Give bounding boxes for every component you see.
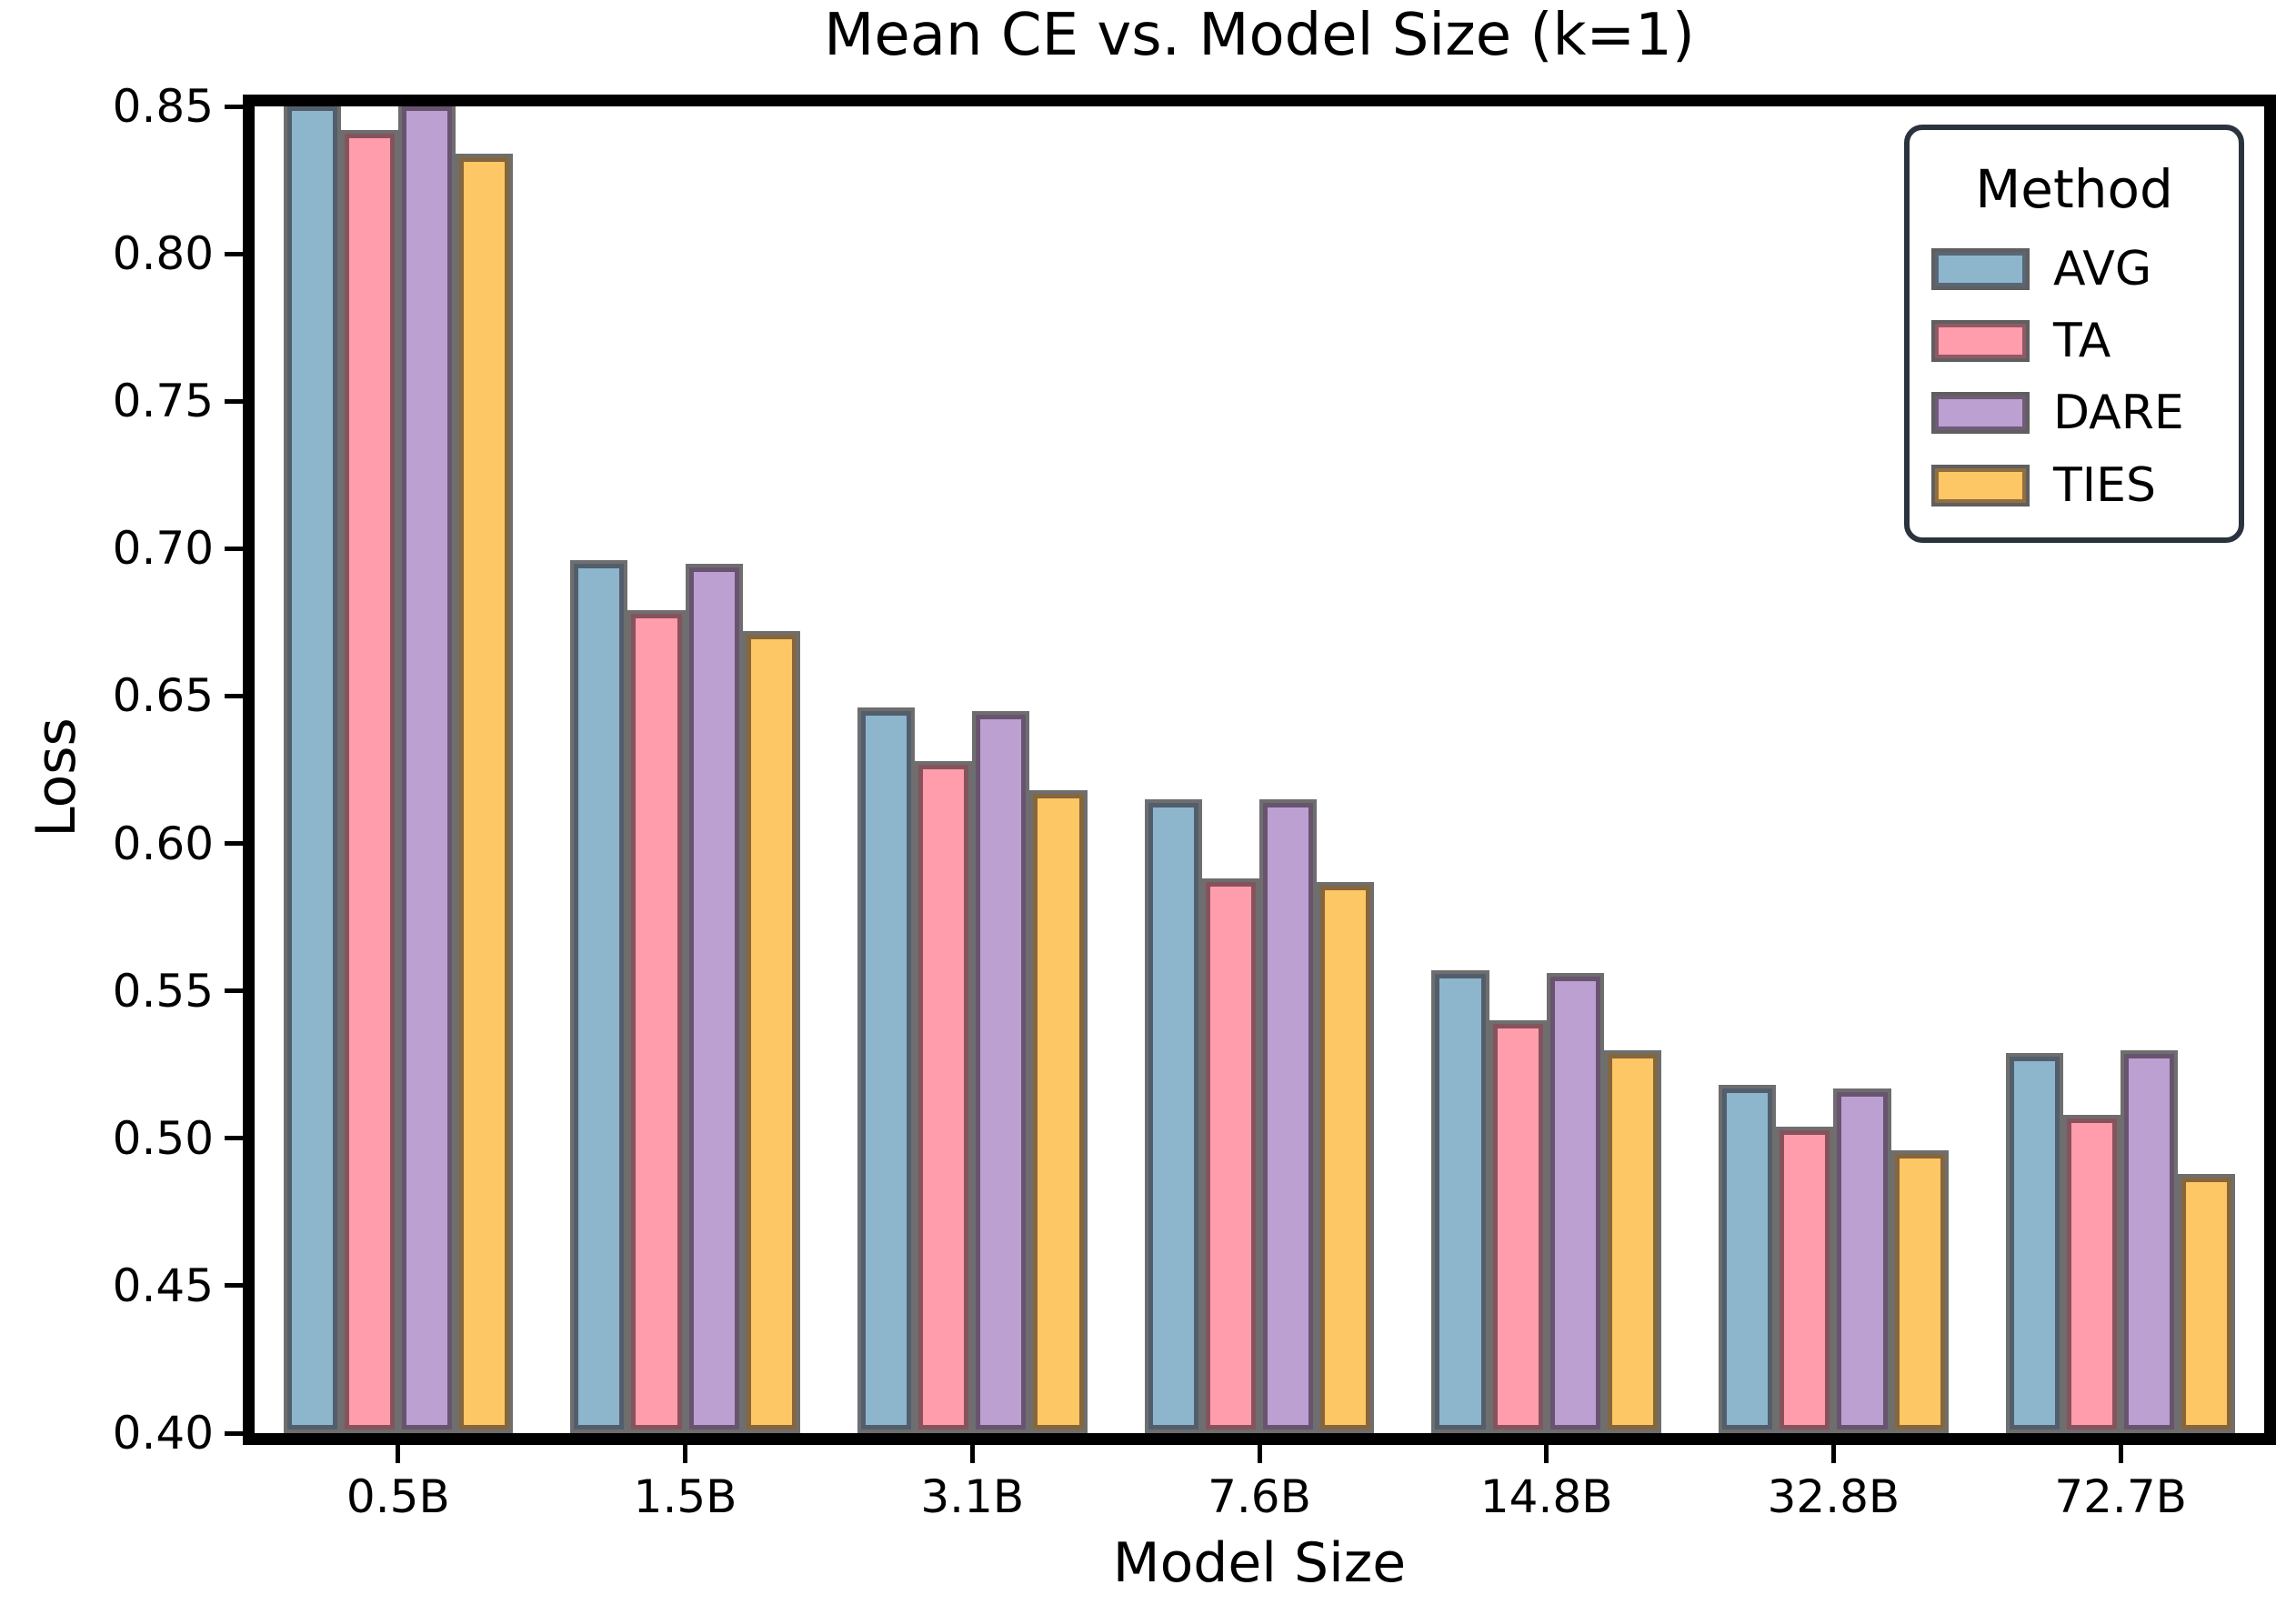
x-tick-label: 7.6B [1208, 1470, 1311, 1523]
legend-label: TA [2053, 313, 2111, 368]
bar-avg-3.1B [857, 707, 916, 1433]
y-tick-mark [225, 1136, 243, 1141]
x-tick-label: 3.1B [920, 1470, 1025, 1523]
x-tick-mark [683, 1445, 688, 1463]
y-tick-mark [225, 693, 243, 698]
legend-swatch-icon [1931, 464, 2030, 507]
legend-title: Method [1975, 158, 2173, 221]
y-tick-label: 0.40 [112, 1407, 214, 1460]
legend-entry-dare: DARE [1931, 389, 2217, 436]
bar-dare-1.5B [685, 563, 743, 1433]
legend-swatch-icon [1931, 392, 2030, 435]
y-tick-mark [225, 988, 243, 994]
y-tick-mark [225, 1283, 243, 1289]
bar-avg-72.7B [2005, 1052, 2063, 1433]
legend: Method AVG TA DARE TIES [1904, 125, 2244, 543]
y-tick-mark [225, 251, 243, 256]
x-tick-mark [2118, 1445, 2123, 1463]
bar-ties-3.1B [1029, 790, 1088, 1433]
x-tick-label: 0.5B [346, 1470, 450, 1523]
legend-label: DARE [2053, 386, 2184, 441]
bar-avg-0.5B [283, 106, 341, 1433]
bar-ties-32.8B [1890, 1149, 1949, 1433]
bar-ta-3.1B [915, 760, 973, 1433]
legend-label: TIES [2053, 457, 2156, 513]
bar-dare-3.1B [972, 710, 1030, 1433]
x-tick-label: 1.5B [633, 1470, 737, 1523]
y-tick-mark [225, 841, 243, 847]
legend-entry-ties: TIES [1931, 462, 2217, 509]
y-tick-mark [225, 1430, 243, 1436]
bar-ta-7.6B [1201, 878, 1259, 1433]
x-tick-label: 32.8B [1767, 1470, 1900, 1523]
x-tick-label: 14.8B [1479, 1470, 1613, 1523]
x-axis-label: Model Size [1112, 1531, 1407, 1595]
bar-ta-14.8B [1489, 1020, 1547, 1433]
bar-ties-0.5B [456, 153, 514, 1433]
bar-dare-0.5B [397, 106, 456, 1433]
y-tick-label: 0.80 [112, 227, 214, 281]
y-tick-label: 0.60 [112, 817, 214, 870]
y-tick-label: 0.70 [112, 522, 214, 576]
bar-dare-72.7B [2121, 1049, 2179, 1433]
y-tick-mark [225, 104, 243, 109]
y-tick-label: 0.55 [112, 964, 214, 1018]
bar-dare-14.8B [1546, 973, 1604, 1433]
y-tick-label: 0.50 [112, 1111, 214, 1165]
x-tick-label: 72.7B [2054, 1470, 2187, 1523]
bar-avg-14.8B [1431, 969, 1489, 1433]
legend-entry-avg: AVG [1931, 246, 2217, 293]
bar-ta-1.5B [627, 610, 686, 1433]
x-tick-mark [1257, 1445, 1262, 1463]
bar-dare-7.6B [1259, 798, 1318, 1433]
y-tick-mark [225, 546, 243, 551]
bar-ties-72.7B [2178, 1173, 2236, 1433]
bar-dare-32.8B [1833, 1088, 1891, 1433]
bar-ties-1.5B [742, 631, 800, 1433]
x-tick-mark [969, 1445, 975, 1463]
plot-area: Method AVG TA DARE TIES [243, 95, 2276, 1445]
legend-swatch-icon [1931, 319, 2030, 362]
legend-label: AVG [2053, 241, 2152, 296]
bar-ties-7.6B [1317, 881, 1375, 1433]
bar-avg-32.8B [1719, 1085, 1777, 1433]
bar-ta-72.7B [2063, 1114, 2121, 1433]
bar-ta-32.8B [1776, 1126, 1834, 1433]
bar-ta-0.5B [340, 129, 398, 1433]
x-tick-mark [1830, 1445, 1836, 1463]
legend-entry-ta: TA [1931, 317, 2217, 365]
chart-title: Mean CE vs. Model Size (k=1) [824, 2, 1695, 69]
x-tick-mark [1544, 1445, 1549, 1463]
legend-swatch-icon [1931, 247, 2030, 290]
bar-ties-14.8B [1603, 1049, 1661, 1433]
plot-inner-area: Method AVG TA DARE TIES [255, 106, 2264, 1433]
x-tick-mark [396, 1445, 401, 1463]
y-tick-mark [225, 398, 243, 404]
bar-avg-7.6B [1144, 798, 1202, 1433]
bar-avg-1.5B [570, 560, 628, 1433]
y-tick-label: 0.75 [112, 375, 214, 428]
y-tick-label: 0.65 [112, 669, 214, 723]
y-tick-label: 0.85 [112, 80, 214, 133]
y-tick-label: 0.45 [112, 1259, 214, 1312]
